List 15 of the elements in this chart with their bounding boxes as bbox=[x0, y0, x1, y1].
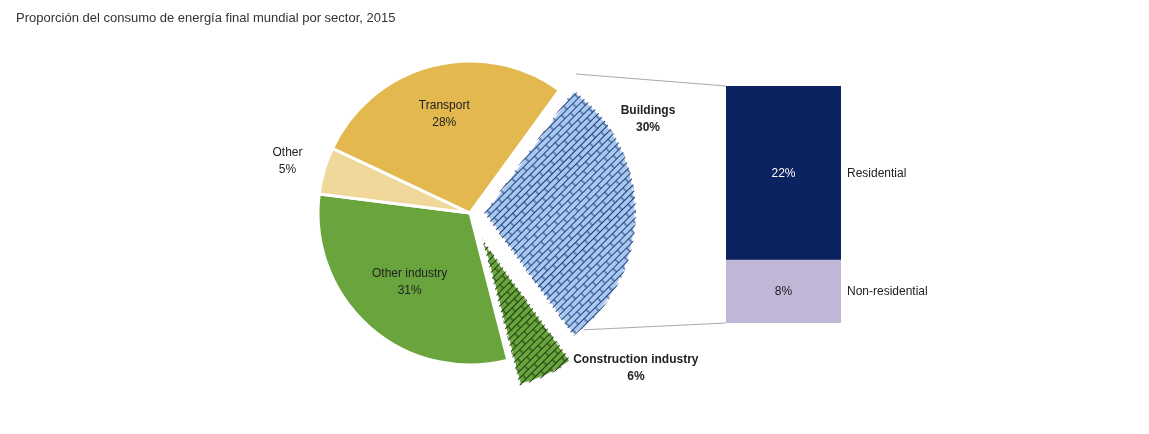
series-label: Residential bbox=[847, 165, 907, 180]
series-label: Non-residential bbox=[847, 284, 928, 299]
slice-label: Buildings bbox=[620, 103, 676, 117]
chart-title: Proporción del consumo de energía final mundial por sector, 2015 bbox=[16, 10, 396, 25]
data-label: 31% bbox=[397, 283, 423, 298]
data-label: 6% bbox=[627, 368, 645, 383]
slice-label: Transport bbox=[418, 97, 471, 112]
slice-label: Construction industry bbox=[573, 351, 699, 366]
data-label: 8% bbox=[774, 284, 793, 299]
data-label: 22% bbox=[771, 165, 796, 180]
data-label: 28% bbox=[432, 114, 457, 129]
slice-label: Other industry bbox=[372, 266, 448, 281]
slice-label: Other bbox=[272, 144, 303, 159]
data-label: 5% bbox=[278, 161, 297, 176]
data-label: 30% bbox=[635, 120, 661, 134]
